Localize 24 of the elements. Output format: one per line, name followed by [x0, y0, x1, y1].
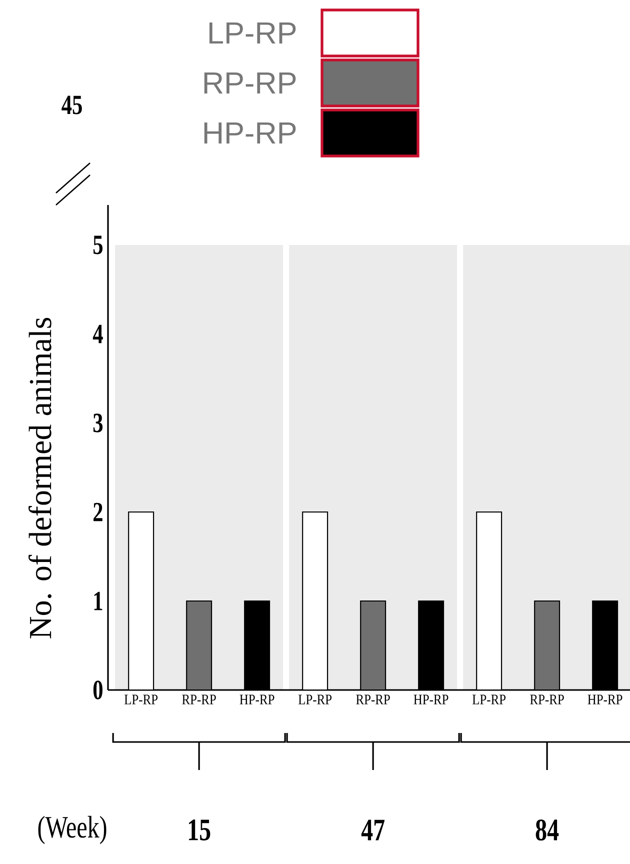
y-tick-label: 1 — [94, 592, 102, 610]
x-tick-label: RP-RP — [356, 694, 390, 704]
text: (Week) — [38, 816, 106, 844]
text: 15 — [188, 820, 210, 840]
legend-label: HP-RP — [204, 122, 296, 144]
text: 45 — [62, 96, 82, 114]
x-tick-label: HP-RP — [414, 694, 448, 704]
y-tick-label: 0 — [93, 680, 102, 700]
text: 84 — [536, 819, 559, 841]
x-tick-label: HP-RP — [240, 694, 274, 704]
y-tick-label: 2 — [94, 502, 102, 522]
y-tick-label: 5 — [93, 236, 103, 254]
x-tick-label: LP-RP — [298, 694, 332, 704]
y-axis-title: No. of deformed animals — [28, 318, 52, 638]
y-tick-label: 4 — [92, 324, 103, 344]
legend-label: LP-RP — [209, 22, 296, 44]
x-tick-label: RP-RP — [530, 694, 564, 704]
x-tick-label: HP-RP — [588, 694, 622, 704]
x-tick-label: RP-RP — [182, 694, 216, 704]
y-tick-label: 3 — [93, 414, 103, 432]
text: 47 — [361, 820, 384, 840]
x-tick-label: LP-RP — [124, 694, 158, 704]
x-tick-label: LP-RP — [472, 694, 506, 704]
legend-label: RP-RP — [204, 72, 296, 94]
